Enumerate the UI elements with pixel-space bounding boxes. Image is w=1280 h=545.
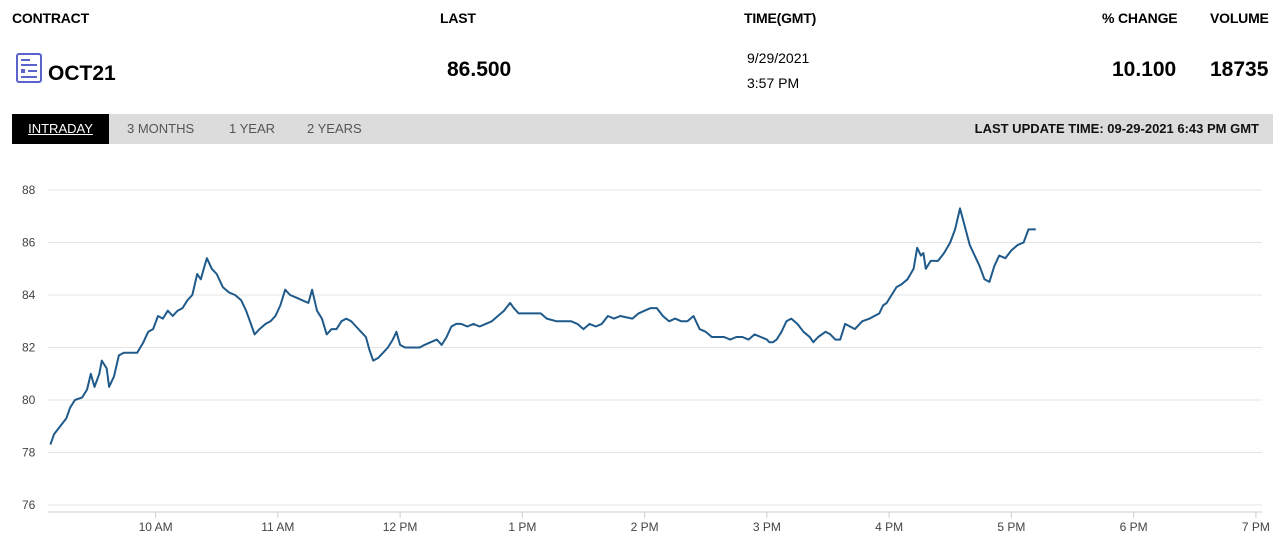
tab-3-months[interactable]: 3 MONTHS: [127, 121, 195, 136]
x-tick-label: 11 AM: [261, 520, 294, 534]
y-tick-label: 84: [22, 288, 36, 302]
volume-column-header: VOLUME: [1210, 10, 1269, 26]
tab-2-years[interactable]: 2 YEARS: [307, 121, 362, 136]
last-price: 86.500: [447, 58, 512, 81]
intraday-price-chart: 76 78 80 82 84 86 88 10 AM 11 AM 12 PM 1 PM 2 PM 3 P…: [22, 183, 1270, 534]
y-tick-label: 88: [22, 183, 36, 197]
x-tick-label: 12 PM: [383, 520, 418, 534]
tab-1-year[interactable]: 1 YEAR: [229, 121, 276, 136]
y-tick-label: 80: [22, 393, 36, 407]
price-series-line: [49, 207, 1036, 445]
x-tick-label: 3 PM: [753, 520, 781, 534]
y-tick-label: 86: [22, 236, 36, 250]
x-tick-label: 2 PM: [631, 520, 659, 534]
x-tick-label: 4 PM: [875, 520, 903, 534]
y-tick-label: 76: [22, 498, 36, 512]
contract-column-header: CONTRACT: [12, 10, 89, 26]
y-tick-label: 78: [22, 446, 36, 460]
volume-value: 18735: [1210, 58, 1269, 81]
tab-intraday[interactable]: INTRADAY: [12, 114, 109, 144]
last-column-header: LAST: [440, 10, 476, 26]
report-document-icon: [16, 53, 42, 83]
range-tab-bar: INTRADAY 3 MONTHS 1 YEAR 2 YEARS LAST UP…: [12, 114, 1273, 144]
x-tick-label: 10 AM: [139, 520, 173, 534]
quote-time: 3:57 PM: [747, 75, 800, 91]
quote-date: 9/29/2021: [747, 50, 810, 66]
y-tick-label: 82: [22, 341, 36, 355]
percent-change: 10.100: [1112, 58, 1177, 81]
x-tick-label: 5 PM: [997, 520, 1025, 534]
contract-name[interactable]: OCT21: [48, 62, 116, 85]
x-tick-label: 6 PM: [1120, 520, 1148, 534]
x-tick-label: 1 PM: [508, 520, 536, 534]
x-tick-label: 7 PM: [1242, 520, 1270, 534]
change-column-header: % CHANGE: [1102, 10, 1178, 26]
time-column-header: TIME(GMT): [744, 10, 817, 26]
last-update-time: LAST UPDATE TIME: 09-29-2021 6:43 PM GMT: [974, 121, 1259, 136]
